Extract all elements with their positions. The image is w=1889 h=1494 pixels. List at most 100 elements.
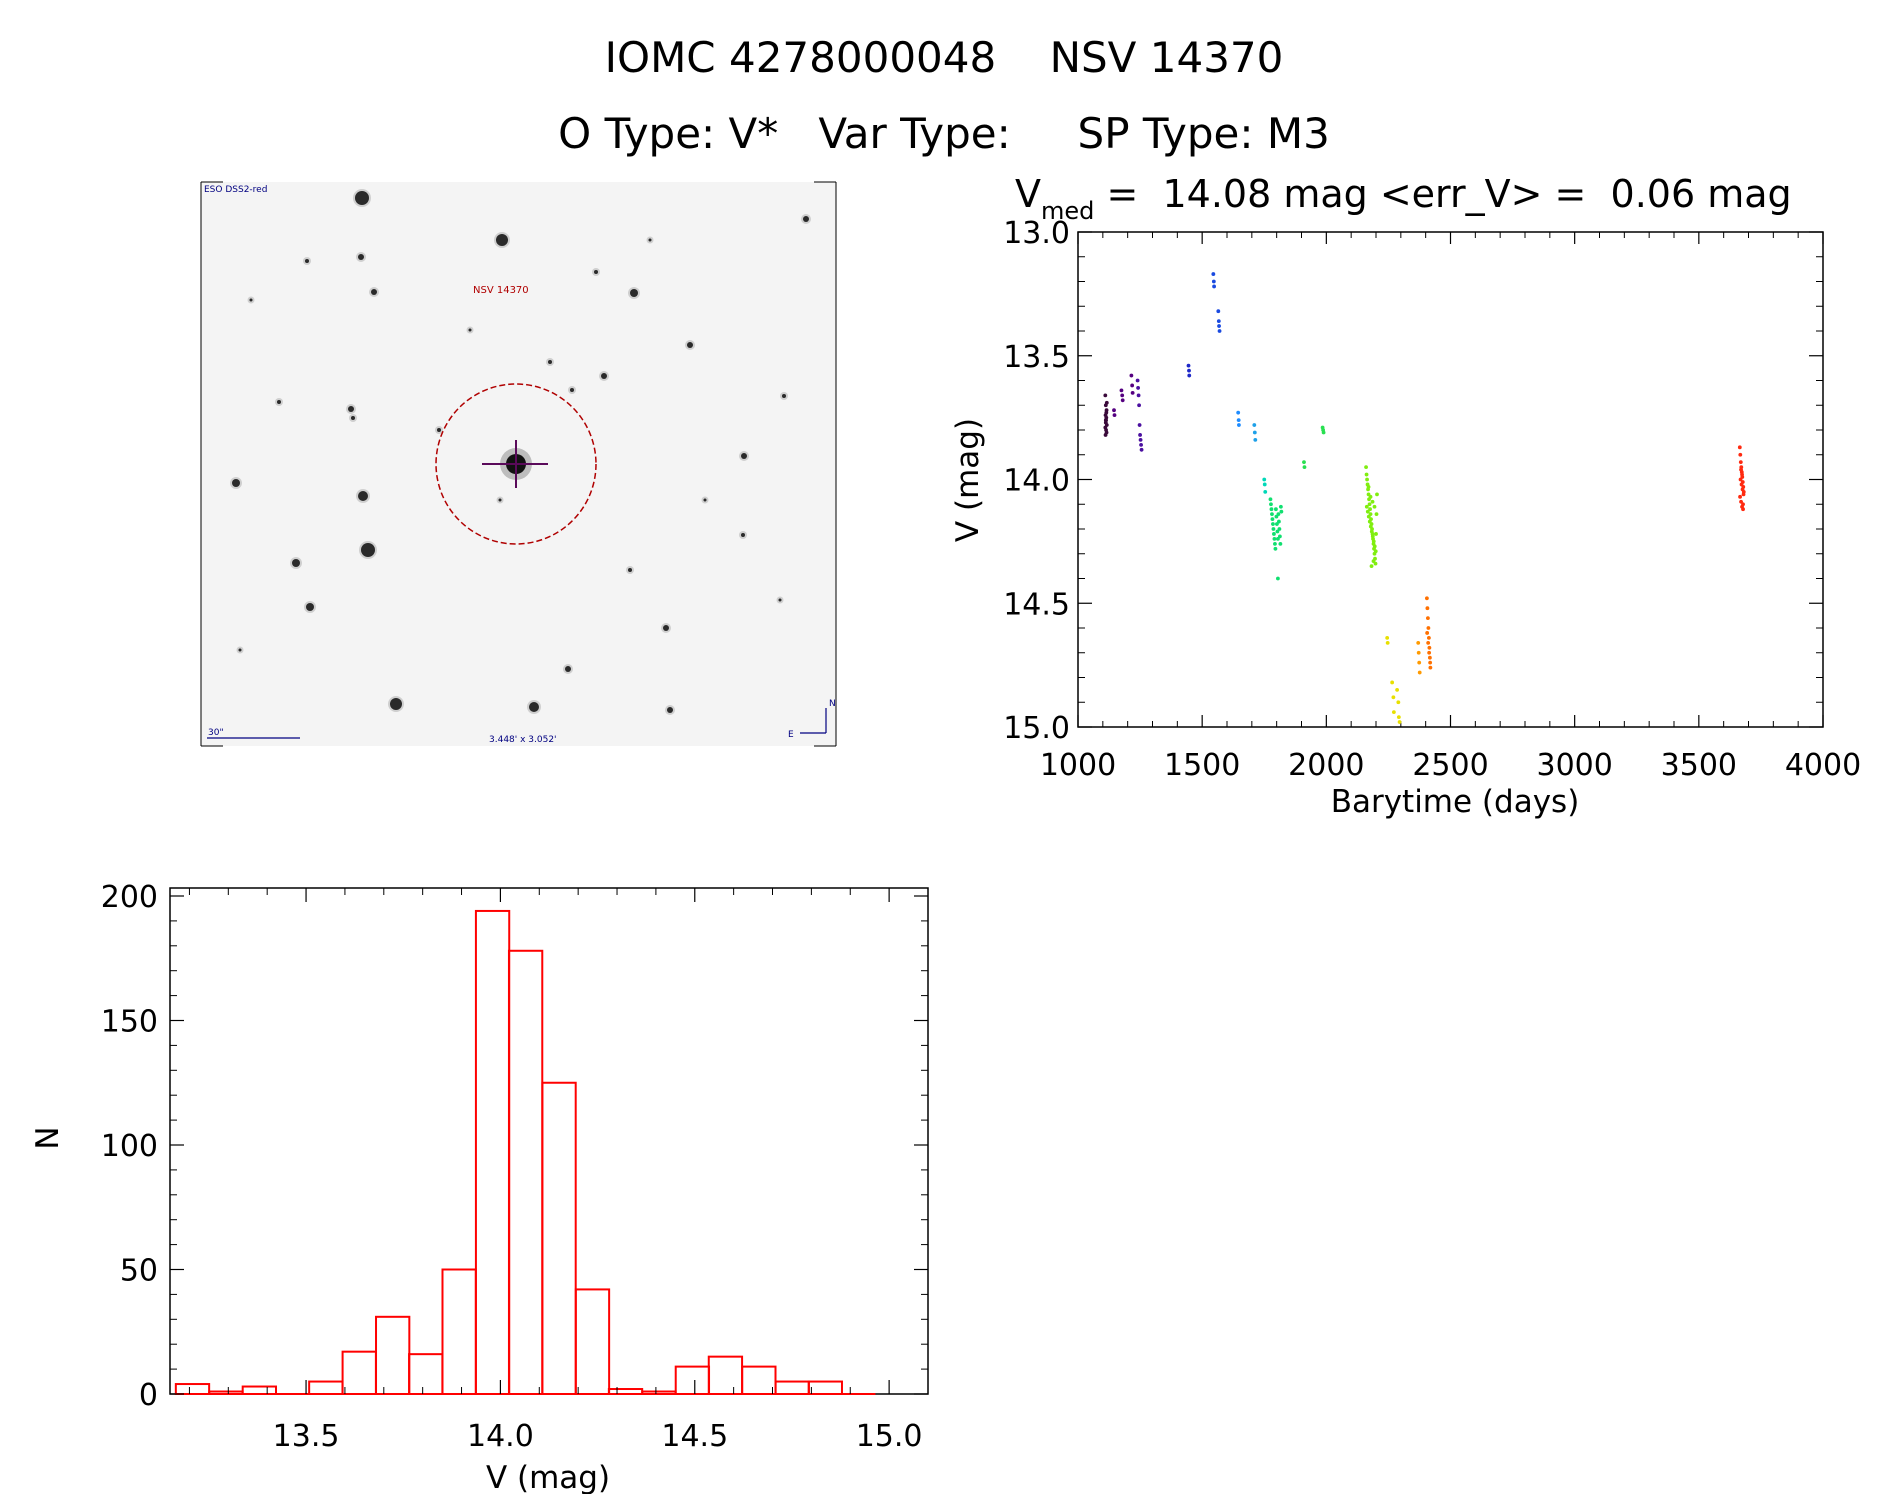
lc-point xyxy=(1740,487,1745,492)
lc-point xyxy=(1391,695,1396,700)
lc-point xyxy=(1138,433,1142,437)
lc-point xyxy=(1120,393,1125,398)
lc-point xyxy=(1396,700,1401,705)
hist-bar xyxy=(308,1380,344,1396)
lc-point xyxy=(1738,477,1743,482)
lc-point xyxy=(1137,423,1142,427)
lc-point xyxy=(1273,541,1277,546)
star xyxy=(648,238,652,242)
lc-point xyxy=(1137,403,1141,408)
lc-point xyxy=(1186,363,1191,368)
lc-point xyxy=(1370,499,1375,504)
lc-xtick-label: 2000 xyxy=(1288,748,1364,783)
star xyxy=(306,603,314,611)
lc-point xyxy=(1103,418,1108,422)
lc-xtick-label: 3500 xyxy=(1661,748,1737,783)
star xyxy=(468,328,472,332)
lc-point xyxy=(1425,596,1429,601)
target-aperture-circle xyxy=(435,383,597,545)
target-label: NSV 14370 xyxy=(473,285,529,296)
star xyxy=(351,416,355,420)
lc-point xyxy=(1278,541,1283,546)
lc-ytick-label: 14.0 xyxy=(1003,464,1070,499)
lc-point xyxy=(1136,386,1140,390)
hist-ytick-label: 0 xyxy=(139,1378,158,1413)
star xyxy=(361,543,375,557)
survey-label: ESO DSS2-red xyxy=(204,185,267,195)
title-line-2: O Type: V* Var Type: SP Type: M3 xyxy=(558,109,1330,158)
hist-xtick-label: 15.0 xyxy=(856,1419,923,1454)
star xyxy=(437,428,441,432)
hist-bar xyxy=(507,949,544,1396)
lc-point xyxy=(1263,489,1268,494)
hist-ytick-label: 200 xyxy=(101,880,158,915)
star xyxy=(238,648,242,652)
star xyxy=(355,191,369,205)
hist-xtick-label: 13.5 xyxy=(273,1419,340,1454)
hist-bar xyxy=(741,1365,777,1395)
lc-point xyxy=(1187,368,1191,373)
lc-point xyxy=(1269,507,1274,512)
lc-point xyxy=(1426,626,1431,630)
hist-ytick-label: 150 xyxy=(101,1005,158,1040)
lc-point xyxy=(1364,465,1368,470)
star xyxy=(358,254,364,260)
lc-point xyxy=(1425,606,1430,611)
star xyxy=(348,406,354,412)
lc-point xyxy=(1738,494,1742,499)
lc-point xyxy=(1739,467,1743,472)
lc-point xyxy=(1741,507,1745,512)
lc-point xyxy=(1373,549,1378,554)
lc-point xyxy=(1738,452,1743,457)
hist-bar xyxy=(707,1355,744,1396)
hist-bar xyxy=(474,909,511,1395)
lc-point xyxy=(1277,534,1282,539)
star xyxy=(703,498,707,502)
lc-point xyxy=(1211,279,1216,284)
lc-point xyxy=(1119,388,1124,393)
star xyxy=(601,373,607,379)
lc-point xyxy=(1385,640,1390,645)
lc-title-subscript: med xyxy=(1041,197,1094,225)
lc-point xyxy=(1130,390,1135,395)
star xyxy=(371,289,377,295)
lc-point xyxy=(1426,636,1431,640)
lc-point xyxy=(1136,393,1141,398)
finder-chart: ESO DSS2-red NSV 14370 30" 3.448' x 3.05… xyxy=(200,181,837,747)
star xyxy=(277,400,281,404)
lc-point xyxy=(1211,272,1216,276)
lc-point xyxy=(1271,527,1276,531)
lc-point xyxy=(1737,445,1742,450)
star xyxy=(496,234,508,246)
lc-point xyxy=(1272,537,1277,541)
hist-ytick-label: 50 xyxy=(120,1254,158,1289)
lc-point xyxy=(1279,509,1284,514)
lc-xtick-label: 4000 xyxy=(1785,748,1861,783)
star xyxy=(630,289,638,297)
star xyxy=(292,559,300,567)
lc-xtick-label: 3000 xyxy=(1536,748,1612,783)
lc-point xyxy=(1130,383,1135,388)
lc-point xyxy=(1372,504,1377,509)
lc-point xyxy=(1369,529,1374,534)
lc-point xyxy=(1273,546,1278,551)
lc-point xyxy=(1236,410,1241,415)
star xyxy=(667,707,673,713)
histogram-chart: 13.5 14.0 14.5 15.0 0 50 100 150 200 V (mag) N xyxy=(30,880,929,1494)
star xyxy=(358,491,368,501)
lc-point xyxy=(1139,447,1144,452)
lc-point xyxy=(1371,539,1376,544)
lc-point xyxy=(1138,438,1143,442)
star xyxy=(628,568,632,572)
lc-point xyxy=(1416,650,1421,655)
lc-ylabel: V (mag) xyxy=(950,418,986,542)
lc-point xyxy=(1739,482,1744,487)
lc-point xyxy=(1120,398,1125,403)
hist-bar xyxy=(607,1388,644,1396)
lc-point xyxy=(1271,522,1275,526)
lc-point xyxy=(1103,433,1108,437)
lc-point xyxy=(1277,527,1282,531)
hist-bars xyxy=(174,909,876,1396)
hist-xtick-label: 14.0 xyxy=(467,1419,534,1454)
